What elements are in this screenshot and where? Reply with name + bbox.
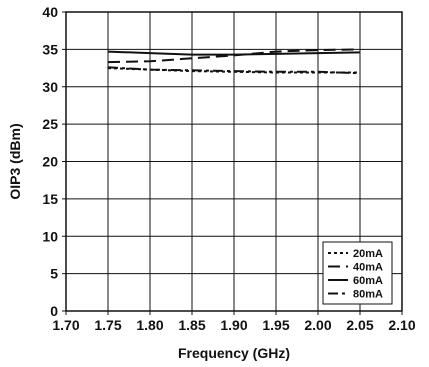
- y-tick-label: 40: [42, 4, 58, 20]
- y-tick-label: 0: [50, 303, 58, 319]
- x-tick-label: 2.00: [304, 317, 331, 333]
- x-tick-label: 1.75: [94, 317, 121, 333]
- y-tick-label: 5: [50, 266, 58, 282]
- x-tick-label: 2.10: [388, 317, 415, 333]
- legend-label-40mA: 40mA: [353, 262, 383, 274]
- x-tick-label: 1.85: [178, 317, 205, 333]
- axis-ticks: 1.70 1.75 1.80 1.85 1.90 1.95 2.00 2.05 2.10 0 5 10…: [42, 4, 415, 333]
- series-line-60mA: [107, 50, 361, 56]
- y-tick-label: 25: [42, 116, 58, 132]
- series-lines: [107, 48, 361, 75]
- x-tick-label: 1.70: [52, 317, 79, 333]
- y-tick-label: 35: [42, 41, 58, 57]
- x-tick-label: 2.05: [346, 317, 373, 333]
- y-tick-label: 20: [42, 154, 58, 170]
- legend-label-60mA: 60mA: [353, 275, 383, 287]
- series-line-80mA: [107, 66, 361, 75]
- legend-label-80mA: 80mA: [353, 289, 383, 301]
- legend-label-20mA: 20mA: [353, 248, 383, 260]
- x-tick-label: 1.90: [220, 317, 247, 333]
- y-tick-label: 30: [42, 79, 58, 95]
- x-tick-label: 1.80: [136, 317, 163, 333]
- x-tick-label: 1.95: [262, 317, 289, 333]
- y-axis-label: OIP3 (dBm): [7, 123, 23, 199]
- y-tick-label: 15: [42, 191, 58, 207]
- x-axis-label: Frequency (GHz): [178, 345, 290, 361]
- y-tick-label: 10: [42, 228, 58, 244]
